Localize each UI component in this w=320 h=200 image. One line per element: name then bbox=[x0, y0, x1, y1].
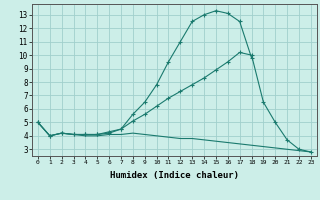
X-axis label: Humidex (Indice chaleur): Humidex (Indice chaleur) bbox=[110, 171, 239, 180]
